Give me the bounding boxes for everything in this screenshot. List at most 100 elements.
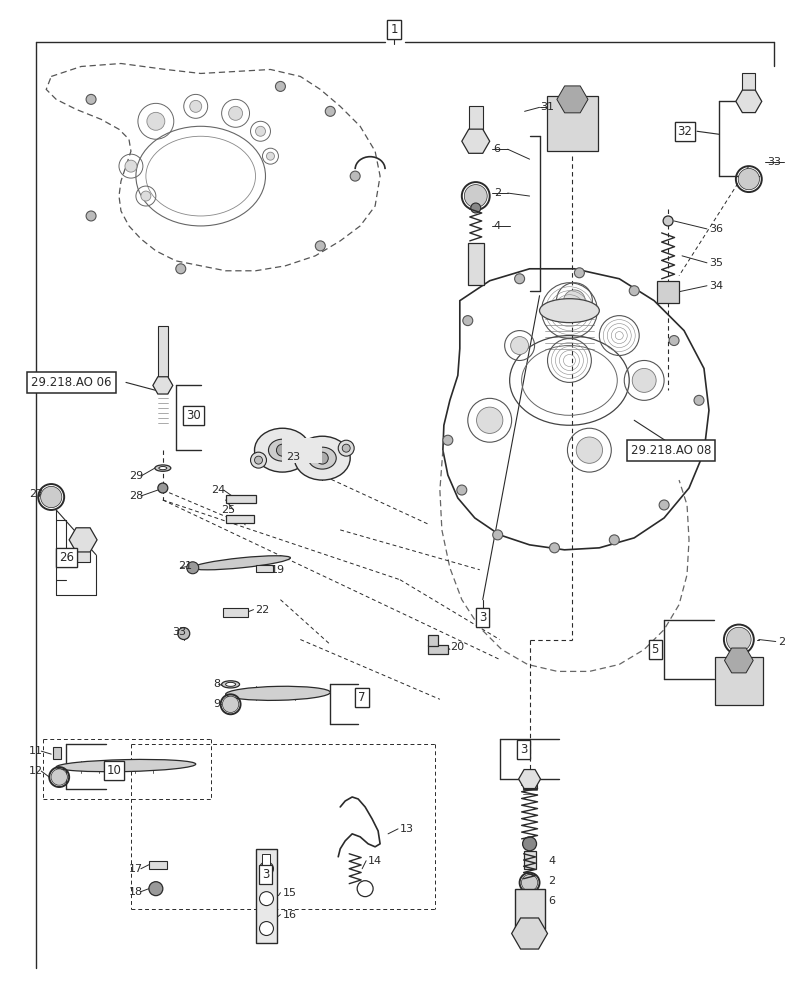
Text: 7: 7 <box>358 691 366 704</box>
Bar <box>157 326 168 385</box>
Circle shape <box>470 203 480 213</box>
Circle shape <box>175 264 186 274</box>
Bar <box>282 438 322 463</box>
Circle shape <box>147 112 165 130</box>
Text: 35: 35 <box>708 258 722 268</box>
Circle shape <box>254 456 262 464</box>
Text: 3: 3 <box>519 743 526 756</box>
Ellipse shape <box>294 436 350 480</box>
Circle shape <box>125 160 137 172</box>
Text: 10: 10 <box>106 764 122 777</box>
Bar <box>54 747 61 759</box>
Bar <box>468 106 483 141</box>
Text: 3: 3 <box>261 868 268 881</box>
Polygon shape <box>735 90 761 113</box>
Bar <box>656 281 678 303</box>
Text: 6: 6 <box>493 144 500 154</box>
Circle shape <box>663 216 672 226</box>
Circle shape <box>476 407 502 433</box>
Text: 6: 6 <box>548 896 555 906</box>
Bar <box>714 657 762 705</box>
Text: 1: 1 <box>390 23 397 36</box>
Text: 15: 15 <box>282 888 296 898</box>
Text: 2: 2 <box>777 637 784 647</box>
Circle shape <box>737 168 758 190</box>
Circle shape <box>629 286 638 296</box>
Circle shape <box>190 100 201 112</box>
Circle shape <box>689 450 698 460</box>
Circle shape <box>341 444 350 452</box>
Circle shape <box>549 543 559 553</box>
Circle shape <box>510 337 528 354</box>
Bar <box>467 243 483 285</box>
Text: 24: 24 <box>211 485 225 495</box>
Text: 19: 19 <box>270 565 284 575</box>
Bar <box>148 861 166 869</box>
Circle shape <box>659 500 668 510</box>
Text: 5: 5 <box>650 643 658 656</box>
Ellipse shape <box>221 681 239 688</box>
Circle shape <box>260 922 273 936</box>
Text: 29: 29 <box>128 471 143 481</box>
Circle shape <box>187 562 199 574</box>
Circle shape <box>251 452 266 468</box>
Circle shape <box>522 837 536 851</box>
Circle shape <box>222 696 238 712</box>
Ellipse shape <box>159 467 166 470</box>
Text: 21: 21 <box>178 561 192 571</box>
Text: 25: 25 <box>221 505 235 515</box>
Circle shape <box>514 274 524 284</box>
Text: 26: 26 <box>58 551 74 564</box>
Circle shape <box>178 628 190 640</box>
Polygon shape <box>69 528 97 552</box>
Text: 32: 32 <box>676 125 692 138</box>
Circle shape <box>316 452 328 464</box>
Circle shape <box>275 81 285 91</box>
Text: 28: 28 <box>128 491 143 501</box>
Circle shape <box>86 211 96 221</box>
Text: 3: 3 <box>519 743 526 756</box>
Text: 12: 12 <box>29 766 43 776</box>
Circle shape <box>563 290 585 311</box>
Text: 11: 11 <box>29 746 43 756</box>
Text: 27: 27 <box>29 489 43 499</box>
Circle shape <box>41 486 62 508</box>
Circle shape <box>260 892 273 906</box>
Circle shape <box>464 185 487 207</box>
Text: 30: 30 <box>186 409 201 422</box>
Circle shape <box>576 437 602 463</box>
Polygon shape <box>723 648 753 673</box>
Text: 34: 34 <box>708 281 722 291</box>
Polygon shape <box>556 86 587 113</box>
Text: 18: 18 <box>129 887 143 897</box>
Circle shape <box>255 126 265 136</box>
Polygon shape <box>152 377 173 394</box>
Text: 5: 5 <box>650 643 658 656</box>
Bar <box>741 73 754 101</box>
Circle shape <box>266 152 274 160</box>
Circle shape <box>726 627 750 652</box>
Circle shape <box>276 444 288 456</box>
Bar <box>225 495 255 503</box>
Text: 23: 23 <box>286 452 300 462</box>
Circle shape <box>608 535 619 545</box>
Text: 32: 32 <box>676 125 692 138</box>
Text: 7: 7 <box>358 691 366 704</box>
Text: 29.218.AO 08: 29.218.AO 08 <box>630 444 710 457</box>
Text: 26: 26 <box>58 551 74 564</box>
Bar <box>255 849 277 943</box>
Bar <box>523 851 535 869</box>
Polygon shape <box>461 129 489 153</box>
Text: 8: 8 <box>213 679 221 689</box>
Circle shape <box>86 94 96 104</box>
Ellipse shape <box>192 556 290 570</box>
Text: 1: 1 <box>389 23 397 36</box>
Circle shape <box>462 316 472 326</box>
Bar <box>427 645 448 654</box>
Bar <box>255 565 273 572</box>
Bar <box>522 779 536 789</box>
Bar <box>263 872 269 878</box>
Circle shape <box>260 862 273 876</box>
Text: 3: 3 <box>478 611 486 624</box>
Text: 33: 33 <box>766 157 780 167</box>
